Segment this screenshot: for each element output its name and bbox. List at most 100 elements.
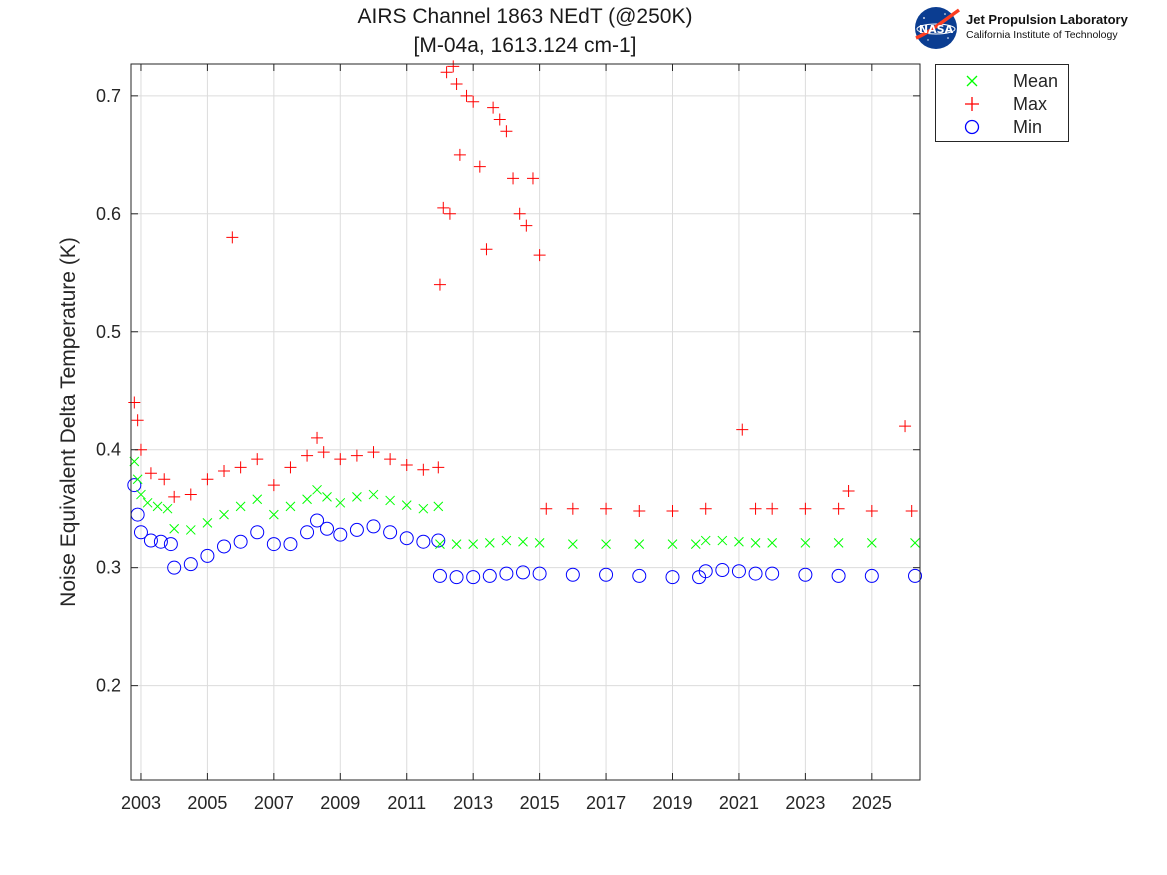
min-point — [449, 570, 464, 585]
min-point — [366, 519, 381, 534]
mean-point — [312, 484, 322, 495]
max-point — [384, 453, 397, 466]
mean-point — [866, 538, 877, 548]
min-point — [130, 507, 145, 522]
max-point — [267, 479, 280, 492]
min-point — [599, 567, 614, 582]
legend-label-min: Min — [1013, 117, 1043, 137]
x-tick-label: 2017 — [586, 793, 626, 813]
mean-point — [601, 539, 611, 549]
x-tick-label: 2023 — [785, 793, 825, 813]
mean-point — [567, 539, 578, 549]
min-point — [715, 563, 730, 578]
min-point — [266, 537, 281, 552]
x-marker-icon — [966, 75, 978, 87]
data-marks — [127, 60, 923, 585]
min-point — [250, 525, 265, 540]
mean-point — [518, 536, 528, 547]
legend-item-max: Max — [936, 92, 1070, 116]
min-point — [153, 534, 168, 549]
max-point — [540, 502, 553, 515]
chart-title-line2: [M-04a, 1613.124 cm-1] — [413, 34, 637, 57]
plus-marker-icon — [965, 97, 979, 111]
max-point — [168, 490, 181, 503]
y-tick-label: 0.7 — [96, 86, 121, 106]
min-point — [133, 525, 148, 540]
mean-point — [169, 523, 180, 534]
min-point — [399, 531, 414, 546]
circle-marker-icon — [964, 119, 980, 135]
max-point — [905, 505, 918, 518]
jpl-name: Jet Propulsion Laboratory — [966, 12, 1128, 27]
min-point — [167, 560, 182, 575]
max-point — [666, 505, 679, 518]
max-point — [633, 505, 646, 518]
mean-point — [368, 489, 379, 500]
max-point — [301, 449, 314, 462]
max-point — [218, 464, 231, 477]
nasa-meatball-icon: NASA — [915, 7, 960, 49]
min-point — [731, 564, 746, 579]
mean-point — [433, 501, 444, 512]
y-axis-label: Noise Equivalent Delta Temperature (K) — [57, 237, 80, 607]
x-tick-label: 2019 — [652, 793, 692, 813]
min-point — [748, 566, 763, 581]
mean-point — [352, 492, 362, 502]
mean-point — [667, 539, 678, 549]
mean-point — [385, 495, 395, 506]
max-point — [566, 502, 579, 515]
mean-point — [285, 501, 296, 512]
x-tick-label: 2021 — [719, 793, 759, 813]
max-point — [184, 488, 197, 501]
max-point — [317, 446, 330, 459]
x-tick-label: 2013 — [453, 793, 493, 813]
mean-point — [833, 538, 844, 548]
mean-point — [534, 538, 545, 548]
min-point — [333, 527, 348, 542]
max-point — [131, 414, 144, 427]
mean-point — [142, 497, 153, 508]
max-point — [467, 95, 480, 108]
min-point — [127, 478, 142, 493]
mean-point — [700, 535, 711, 546]
max-point — [437, 201, 450, 214]
max-point — [284, 461, 297, 474]
max-point — [433, 278, 446, 291]
mean-point — [185, 525, 196, 535]
min-point — [163, 537, 178, 552]
max-point — [842, 485, 855, 498]
mean-point — [401, 500, 412, 511]
jpl-logo: NASA Jet Propulsion Laboratory Californi… — [912, 4, 1162, 50]
max-point — [450, 78, 463, 91]
x-tick-label: 2005 — [187, 793, 227, 813]
mean-point — [322, 492, 332, 502]
max-point — [799, 502, 812, 515]
mean-point — [202, 517, 213, 528]
chart-title-line1: AIRS Channel 1863 NEdT (@250K) — [357, 5, 693, 28]
max-point — [128, 396, 141, 409]
max-point — [699, 502, 712, 515]
max-point — [473, 160, 486, 173]
x-tick-label: 2015 — [520, 793, 560, 813]
max-point — [832, 502, 845, 515]
mean-point — [634, 539, 645, 549]
legend-item-mean: Mean — [936, 69, 1070, 93]
min-point — [143, 533, 158, 548]
min-point — [532, 566, 547, 581]
mean-point — [162, 503, 173, 514]
max-point — [158, 473, 171, 486]
mean-point — [484, 538, 495, 548]
min-point — [516, 565, 531, 580]
max-point — [507, 172, 520, 185]
max-point — [417, 463, 430, 476]
max-point — [144, 467, 157, 480]
min-point — [698, 564, 713, 579]
max-point — [311, 431, 324, 444]
max-point — [440, 66, 453, 79]
min-point — [908, 568, 923, 583]
max-point — [749, 502, 762, 515]
mean-point — [136, 489, 146, 500]
mean-point — [235, 501, 246, 512]
max-point — [899, 420, 912, 433]
